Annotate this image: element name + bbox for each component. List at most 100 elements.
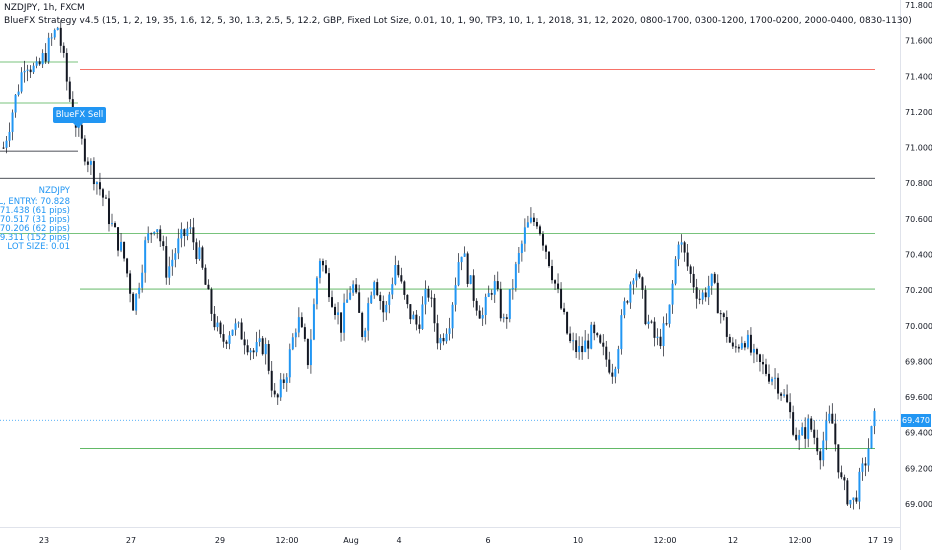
strategy-title: BlueFX Strategy v4.5 (15, 1, 2, 19, 35, …: [4, 16, 912, 26]
y-tick-label: 70.600: [905, 215, 932, 224]
candle-body: [554, 280, 557, 284]
candle-body: [95, 182, 98, 185]
candle-body: [397, 264, 400, 276]
candle-body: [180, 229, 183, 239]
candle-body: [346, 299, 349, 303]
candle-body: [572, 340, 575, 342]
candle-body: [107, 198, 110, 225]
candle-body: [258, 338, 261, 342]
x-tick-label: 6: [485, 536, 490, 545]
candle-body: [349, 292, 352, 300]
candle-body: [608, 359, 611, 373]
candle-body: [8, 131, 11, 141]
candle-body: [602, 342, 605, 347]
candle-body: [695, 287, 698, 299]
candle-body: [484, 296, 487, 316]
candle-body: [255, 341, 258, 353]
candle-body: [626, 301, 629, 303]
candle-body: [475, 300, 478, 311]
candle-body: [692, 273, 695, 288]
candle-body: [734, 346, 737, 348]
candle-body: [710, 273, 713, 286]
candle-body: [373, 282, 376, 296]
candle-body: [318, 260, 321, 278]
candle-body: [111, 223, 114, 225]
candle-body: [746, 334, 749, 348]
candle-body: [234, 323, 237, 330]
candle-body: [324, 265, 327, 274]
candle-body: [285, 377, 288, 383]
y-tick-label: 70.200: [905, 286, 932, 295]
candle-body: [801, 427, 804, 436]
candle-body: [240, 322, 243, 340]
candle-body: [388, 294, 391, 305]
candle-body: [529, 217, 532, 223]
candle-body: [783, 394, 786, 396]
y-tick-label: 69.400: [905, 429, 932, 438]
price-axis: 71.800 71.600 71.400 71.200 71.000 70.800 70.6…: [905, 1, 932, 509]
candle-body: [852, 497, 855, 500]
candle-body: [795, 434, 798, 440]
candle-body: [587, 340, 590, 349]
x-tick-label: 27: [126, 536, 136, 545]
candle-body: [813, 429, 816, 438]
candle-body: [282, 379, 285, 383]
candle-body: [279, 379, 282, 398]
x-tick-label: 10: [573, 536, 583, 545]
candle-body: [267, 343, 270, 371]
candle-body: [614, 368, 617, 377]
candle-body: [535, 222, 538, 227]
candle-body: [864, 463, 867, 466]
candle-body: [641, 277, 644, 290]
candle-body: [698, 298, 701, 300]
candle-body: [306, 338, 309, 366]
candle-body: [186, 228, 189, 237]
candle-body: [433, 297, 436, 324]
trade-tp2-label: TP2: 70.206 (62 pips): [0, 224, 70, 234]
candle-body: [62, 45, 65, 53]
candle-body: [264, 343, 267, 355]
y-tick-label: 70.400: [905, 251, 932, 260]
symbol-title: NZDJPY, 1h, FXCM: [4, 3, 85, 13]
candle-body: [47, 37, 50, 62]
candle-body: [29, 69, 32, 73]
x-tick-label: Aug: [343, 536, 359, 545]
candle-body: [761, 361, 764, 365]
candle-body: [430, 297, 433, 299]
candle-body: [83, 138, 86, 162]
candle-body: [840, 472, 843, 478]
candle-body: [198, 247, 201, 260]
x-tick-label: 12:00: [653, 536, 676, 545]
candle-body: [578, 345, 581, 353]
candle-body: [44, 53, 47, 62]
candle-body: [355, 284, 358, 293]
time-axis: 23 27 29 12:00 Aug 4 6 10 12:00 12 12:00 17 19: [39, 536, 893, 545]
candle-body: [575, 340, 578, 353]
candle-body: [174, 253, 177, 260]
candle-body: [822, 440, 825, 461]
candle-body: [804, 427, 807, 439]
candle-body: [858, 471, 861, 502]
candle-body: [520, 243, 523, 254]
candle-body: [361, 312, 364, 337]
trade-tp1-label: TP1: 70.517 (31 pips): [0, 215, 70, 225]
candle-body: [192, 227, 195, 243]
candle-body: [707, 285, 710, 298]
candle-body: [731, 342, 734, 347]
candle-body: [204, 267, 207, 285]
candle-body: [276, 394, 279, 398]
candle-body: [165, 246, 168, 278]
candle-body: [855, 497, 858, 502]
candle-body: [409, 304, 412, 320]
candle-body: [873, 410, 876, 427]
candle-body: [53, 29, 56, 38]
level-lines: [0, 61, 875, 449]
candle-body: [89, 161, 92, 165]
candle-body: [159, 229, 162, 242]
candle-body: [2, 147, 5, 149]
candle-body: [523, 227, 526, 244]
candle-body: [777, 377, 780, 394]
candle-body: [581, 345, 584, 353]
candle-body: [126, 258, 129, 274]
